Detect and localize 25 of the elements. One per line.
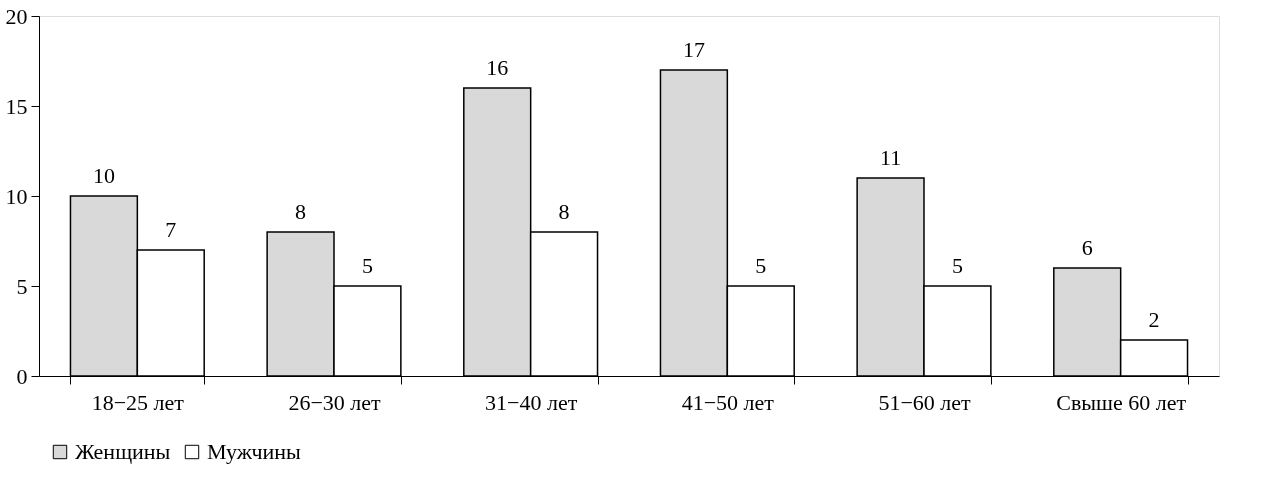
legend-label: Мужчины xyxy=(207,439,301,464)
y-tick-label: 0 xyxy=(16,363,28,389)
y-tick-label: 15 xyxy=(5,93,28,119)
data-label: 10 xyxy=(92,163,115,188)
y-tick-label: 20 xyxy=(5,3,28,29)
data-label: 8 xyxy=(295,199,307,224)
data-label: 7 xyxy=(165,217,177,242)
data-label: 5 xyxy=(755,253,767,278)
x-tick-label: 51−60 лет xyxy=(878,389,972,415)
data-label: 2 xyxy=(1148,307,1160,332)
data-label: 5 xyxy=(951,253,963,278)
x-tick-label: 26−30 лет xyxy=(288,389,382,415)
y-tick-label: 10 xyxy=(5,183,28,209)
data-label: 6 xyxy=(1081,235,1093,260)
data-label: 17 xyxy=(682,37,705,62)
data-label: 16 xyxy=(486,55,509,80)
data-label: 8 xyxy=(558,199,570,224)
y-tick-label: 5 xyxy=(16,273,28,299)
x-tick-label: 18−25 лет xyxy=(91,389,185,415)
x-tick-label: 31−40 лет xyxy=(485,389,578,415)
data-label: 11 xyxy=(879,145,902,170)
data-label: 5 xyxy=(361,253,373,278)
x-tick-label: 41−50 лет xyxy=(681,389,775,415)
x-tick-label: Свыше 60 лет xyxy=(1056,389,1187,415)
legend-label: Женщины xyxy=(75,439,171,464)
